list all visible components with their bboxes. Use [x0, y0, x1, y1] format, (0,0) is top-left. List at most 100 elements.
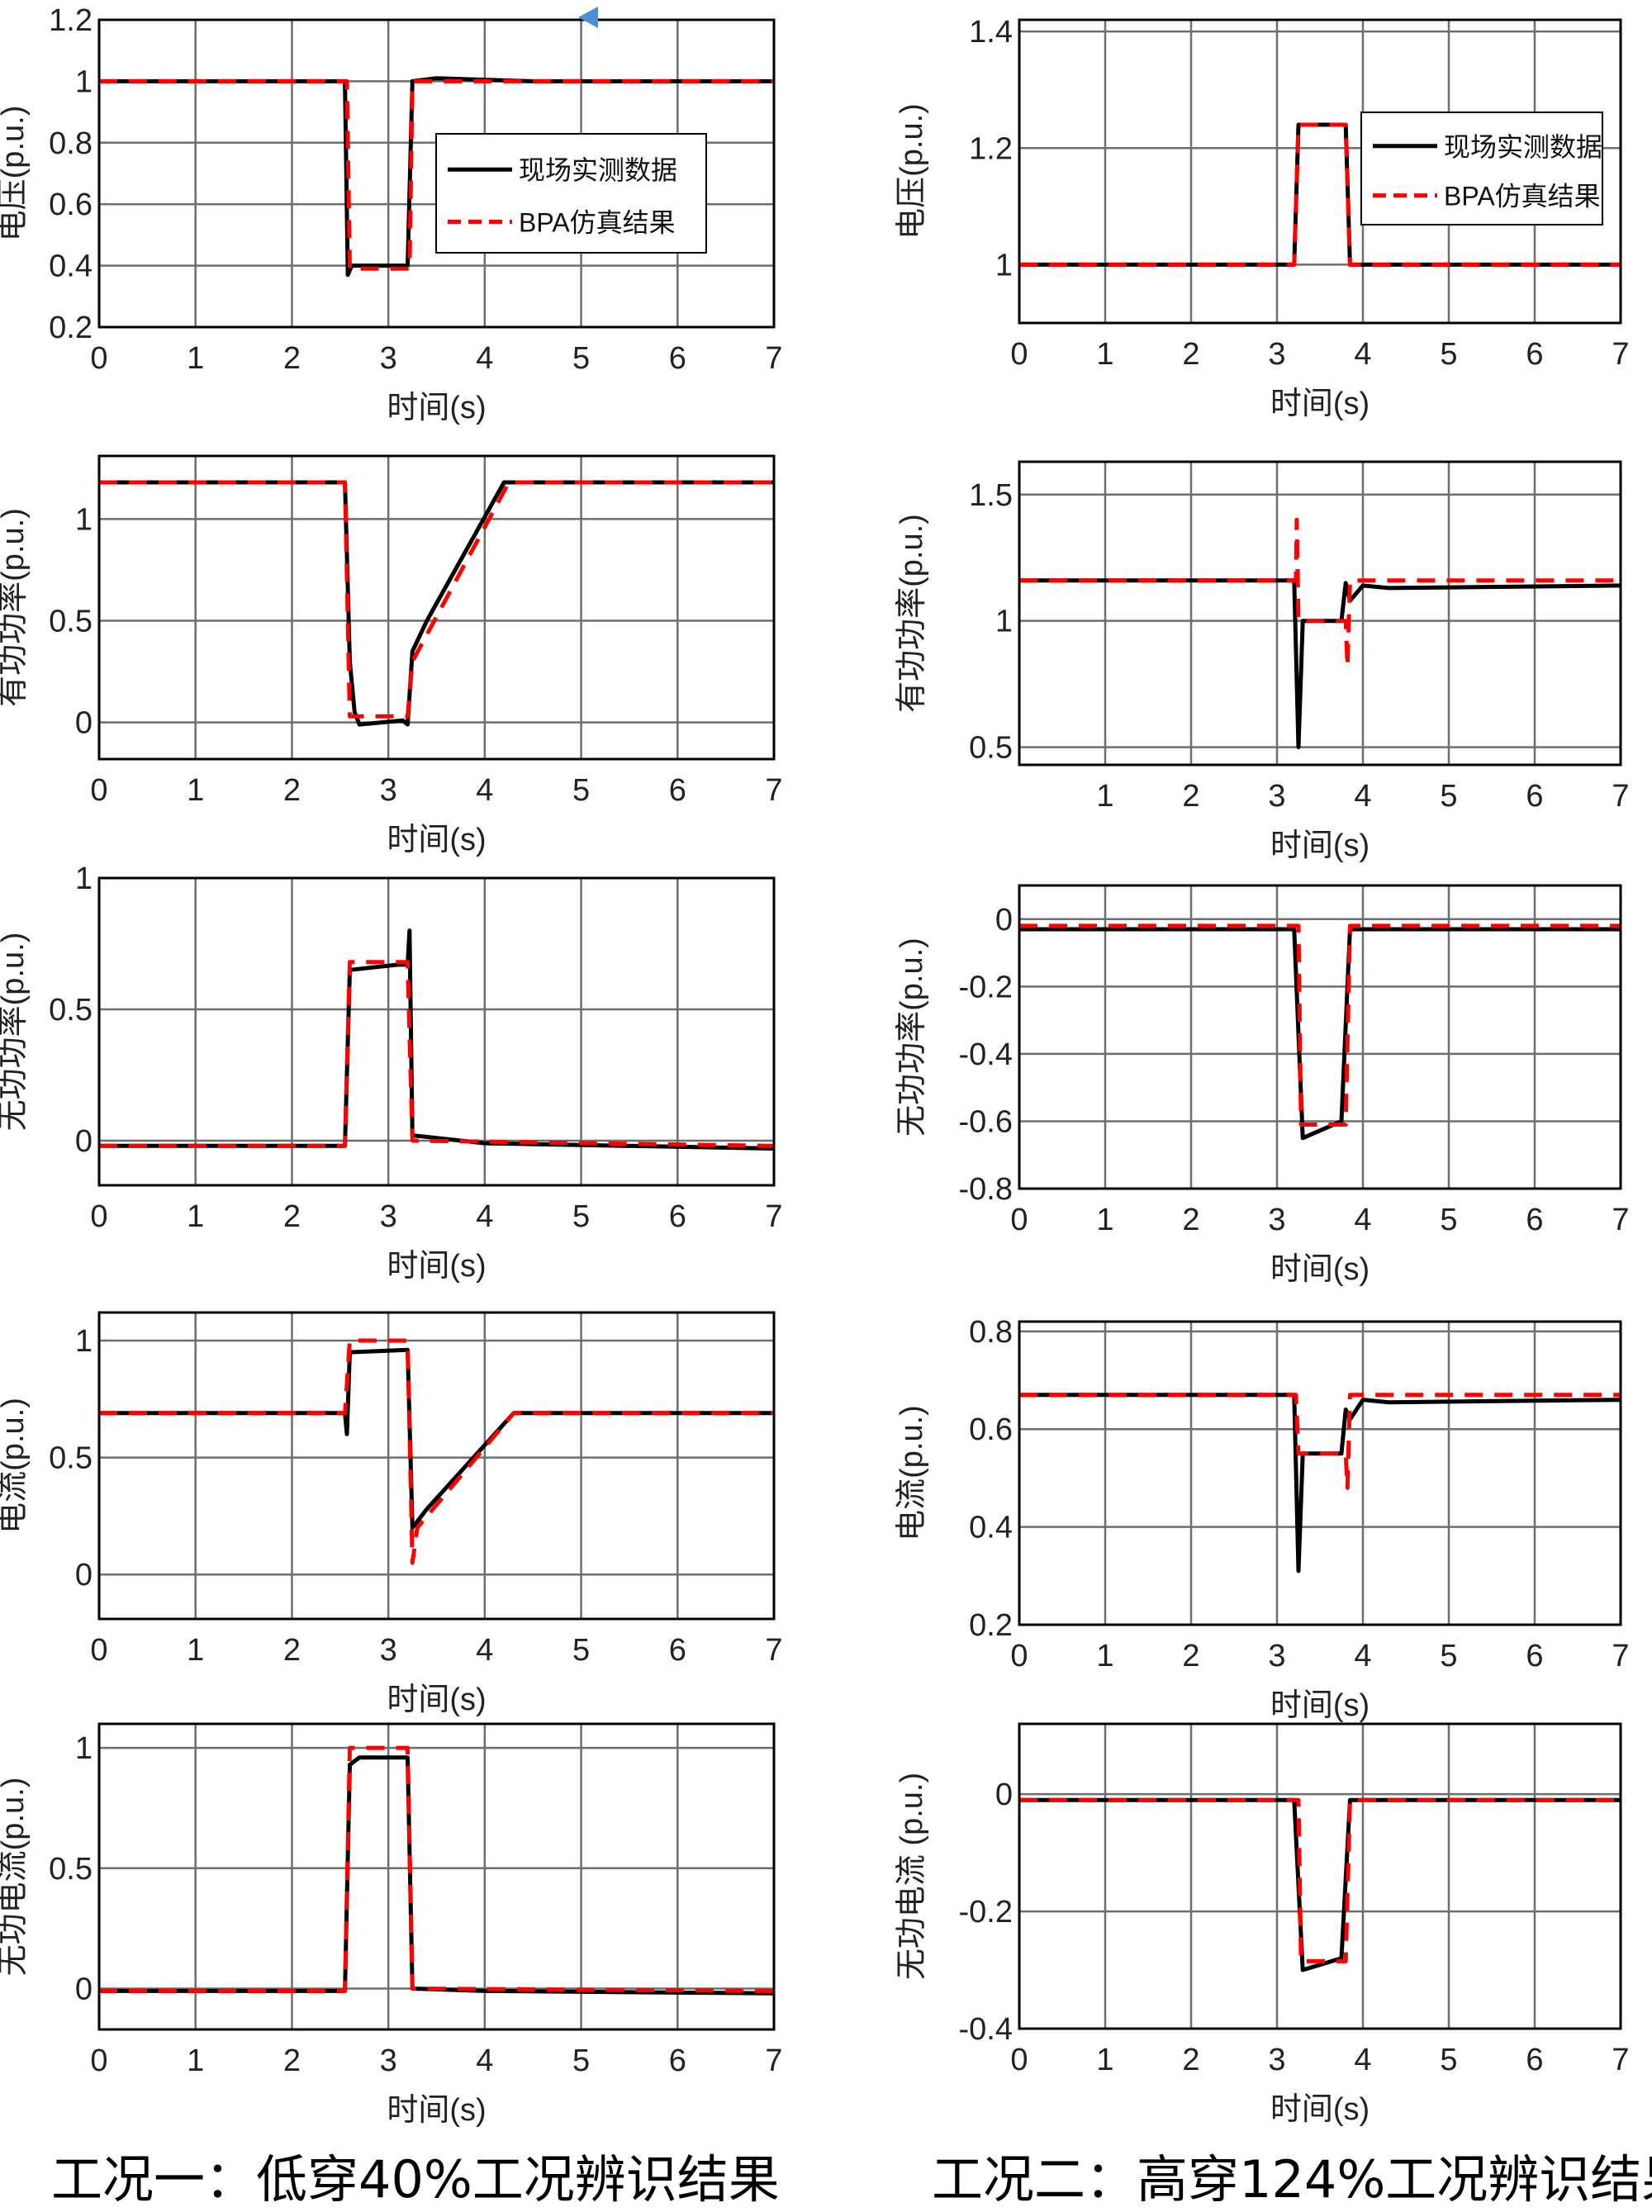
x-tick-label: 6: [1526, 1203, 1543, 1237]
y-tick-label: -0.4: [959, 1037, 1013, 1072]
simulated-series-line: [99, 1338, 774, 1565]
x-tick-label: 0: [90, 341, 107, 376]
y-tick-label: 0: [75, 706, 93, 741]
x-tick-label: 0: [1010, 2043, 1028, 2077]
x-tick-label: 0: [1010, 337, 1028, 372]
chart-r2: 1 2 3 4 5 6 7 0.5 1 1.5 时间(s) 有功功率(p.u.): [895, 460, 1630, 863]
x-tick-label: 6: [669, 341, 686, 376]
chart-l1: 0 1 2 3 4 5 6 7 0.2 0.4 0.6 0.8 1 1.2 时间(s) 电压(p.u.) 现场实…: [0, 3, 783, 425]
x-axis-label: 时间(s): [1270, 1252, 1370, 1287]
measured-series-line: [99, 1755, 775, 1996]
y-tick-label: 1.4: [969, 15, 1013, 50]
legend-label: 现场实测数据: [519, 155, 677, 185]
x-tick-label: 2: [1182, 1203, 1199, 1237]
plot-frame: [1018, 18, 1622, 325]
measured-series-line: [1019, 1393, 1621, 1574]
x-tick-label: 5: [1440, 2043, 1457, 2077]
x-tick-label: 1: [187, 1199, 204, 1234]
x-tick-label: 0: [90, 773, 107, 808]
x-tick-label: 2: [283, 1199, 301, 1234]
x-tick-label: 7: [1612, 1639, 1629, 1673]
x-tick-label: 5: [572, 773, 590, 808]
x-tick-label: 3: [380, 2043, 397, 2078]
x-tick-label: 5: [572, 341, 590, 376]
y-tick-label: 0.4: [969, 1511, 1013, 1545]
legend-box: [1360, 112, 1603, 225]
x-tick-label: 6: [1526, 779, 1543, 814]
x-axis-label: 时间(s): [387, 823, 486, 857]
x-tick-label: 1: [187, 2043, 204, 2078]
x-tick-label: 4: [1354, 779, 1371, 814]
x-tick-label: 3: [1268, 2043, 1285, 2077]
y-tick-label: 0.8: [969, 1315, 1013, 1350]
y-axis-label: 电流(p.u.): [895, 1405, 929, 1541]
y-tick-label: 1.5: [969, 478, 1013, 513]
plot-frame: [97, 1722, 776, 2031]
x-tick-label: 1: [1096, 337, 1113, 372]
y-tick-label: 0: [75, 1972, 93, 2006]
x-tick-label: 2: [1182, 1639, 1199, 1673]
legend-box: [435, 133, 707, 254]
x-tick-label: 1: [1096, 1639, 1113, 1673]
x-tick-label: 5: [572, 1199, 590, 1234]
x-tick-label: 4: [476, 773, 493, 808]
legend: 现场实测数据 BPA仿真结果: [1360, 112, 1603, 225]
x-tick-label: 6: [1526, 337, 1543, 372]
y-tick-label: -0.2: [959, 1895, 1013, 1930]
y-tick-label: 1: [995, 248, 1013, 282]
y-tick-label: 0.6: [49, 187, 93, 222]
x-tick-label: 1: [187, 773, 204, 808]
x-tick-label: 3: [380, 773, 397, 808]
y-axis-label: 无功功率(p.u.): [895, 937, 929, 1137]
y-axis-label: 无功电流 (p.u.): [895, 1773, 929, 1980]
measured-series-line: [1019, 122, 1621, 267]
y-tick-label: -0.2: [959, 970, 1013, 1004]
simulated-series-line: [1019, 923, 1621, 1127]
x-tick-label: 3: [1268, 337, 1285, 372]
simulated-series-line: [1019, 517, 1621, 669]
x-tick-label: 2: [1182, 779, 1199, 814]
x-tick-label: 5: [572, 2043, 590, 2078]
chart-l2: 0 1 2 3 4 5 6 7 0 0.5 1 时间(s) 有功功率(p.u.): [0, 454, 783, 857]
y-tick-label: -0.6: [959, 1104, 1013, 1139]
x-tick-label: 3: [1268, 1639, 1285, 1673]
simulated-series-line: [1019, 1797, 1621, 1963]
y-tick-label: 0.5: [969, 731, 1013, 766]
x-tick-label: 7: [765, 341, 782, 376]
x-tick-label: 0: [90, 2043, 107, 2078]
y-tick-label: 0.5: [49, 993, 93, 1028]
x-axis-label: 时间(s): [1270, 828, 1370, 863]
y-tick-label: 0.4: [49, 249, 93, 284]
x-tick-label: 5: [1440, 1203, 1457, 1237]
y-axis-label: 有功功率(p.u.): [0, 508, 31, 707]
simulated-series-line: [99, 1745, 775, 1993]
x-tick-label: 7: [1612, 1203, 1629, 1237]
x-tick-label: 4: [1354, 337, 1371, 372]
x-tick-label: 4: [1354, 1639, 1371, 1673]
x-tick-label: 6: [1526, 2043, 1543, 2077]
x-tick-label: 5: [1440, 779, 1457, 814]
x-tick-label: 7: [765, 1633, 782, 1668]
y-tick-label: 0: [75, 1124, 93, 1159]
caption-left: 工况一：低穿40%工况辨识结果: [51, 2149, 780, 2210]
x-tick-label: 4: [476, 1199, 493, 1234]
x-tick-label: 2: [283, 2043, 301, 2078]
x-tick-label: 5: [1440, 337, 1457, 372]
y-tick-label: -0.8: [959, 1172, 1013, 1207]
legend: 现场实测数据 BPA仿真结果: [435, 133, 707, 254]
y-tick-label: 0.2: [969, 1608, 1013, 1643]
caption-right: 工况二：高穿124%工况辨识结果: [932, 2149, 1652, 2210]
x-tick-label: 1: [1096, 2043, 1113, 2077]
y-tick-label: 1: [75, 502, 93, 537]
y-tick-label: 0.5: [49, 1441, 93, 1476]
chart-l4: 0 1 2 3 4 5 6 7 0 0.5 1 时间(s) 电流(p.u.): [0, 1311, 783, 1717]
y-axis-label: 有功功率(p.u.): [895, 514, 929, 713]
y-tick-label: 1: [75, 64, 93, 99]
x-tick-label: 7: [1612, 779, 1629, 814]
chart-r1: 0 1 2 3 4 5 6 7 1 1.2 1.4 时间(s) 电压(p.u.) 现场实测数据 BPA仿真结…: [895, 15, 1630, 421]
x-tick-label: 7: [765, 2043, 782, 2078]
y-tick-label: 1.2: [49, 3, 93, 38]
x-tick-label: 1: [1096, 1203, 1113, 1237]
x-tick-label: 4: [1354, 1203, 1371, 1237]
